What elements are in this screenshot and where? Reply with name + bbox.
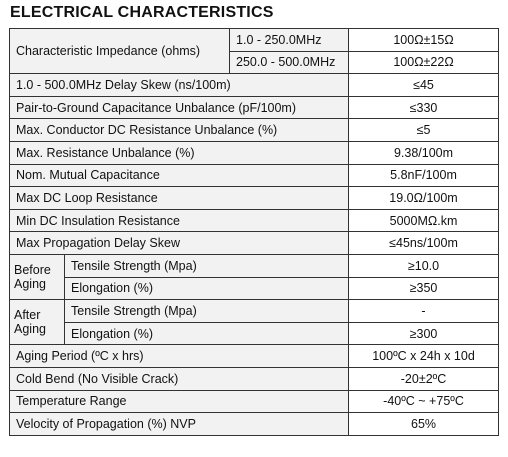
table-row: Max. Conductor DC Resistance Unbalance (…	[8, 118, 500, 142]
row-label: Max. Conductor DC Resistance Unbalance (…	[8, 118, 350, 142]
table-row: Cold Bend (No Visible Crack) -20±2ºC	[8, 366, 500, 391]
table-row: Nom. Mutual Capacitance 5.8nF/100m	[8, 163, 500, 188]
table-row: Min DC Insulation Resistance 5000MΩ.km	[8, 208, 500, 233]
row-value: 9.38/100m	[348, 140, 500, 165]
table-row-impedance-2: 250.0 - 500.0MHz 100Ω±22Ω	[10, 50, 500, 75]
after-aging-tensile-label: Tensile Strength (Mpa)	[63, 299, 350, 323]
impedance-range-1: 1.0 - 250.0MHz	[229, 28, 350, 52]
after-aging-label: After Aging	[9, 299, 65, 346]
row-label: Max DC Loop Resistance	[8, 186, 350, 210]
table-row-before-aging-tensile: Before Aging Tensile Strength (Mpa) ≥10.…	[9, 253, 500, 301]
row-label: Velocity of Propagation (%) NVP	[8, 412, 350, 436]
row-label: Temperature Range	[8, 389, 350, 414]
impedance-value-2: 100Ω±22Ω	[348, 50, 500, 75]
table-row: Velocity of Propagation (%) NVP 65%	[8, 412, 500, 436]
table-row-before-aging-elongation: Elongation (%) ≥350	[10, 276, 500, 301]
table-row: Max. Resistance Unbalance (%) 9.38/100m	[8, 140, 500, 165]
table-row: Max DC Loop Resistance 19.0Ω/100m	[8, 186, 500, 210]
row-value: 5000MΩ.km	[348, 208, 500, 233]
impedance-value-1: 100Ω±15Ω	[348, 28, 500, 52]
row-label: Max Propagation Delay Skew	[8, 231, 350, 255]
row-label: 1.0 - 500.0MHz Delay Skew (ns/100m)	[8, 73, 350, 97]
before-aging-elongation-value: ≥350	[348, 276, 500, 301]
table-row: 1.0 - 500.0MHz Delay Skew (ns/100m) ≤45	[8, 73, 500, 97]
table-row: Pair-to-Ground Capacitance Unbalance (pF…	[8, 95, 500, 120]
row-value: 100ºC x 24h x 10d	[348, 344, 500, 368]
table-row: Aging Period (ºC x hrs) 100ºC x 24h x 10…	[8, 344, 500, 368]
before-aging-elongation-label: Elongation (%)	[63, 276, 350, 301]
row-label: Pair-to-Ground Capacitance Unbalance (pF…	[8, 95, 350, 120]
row-label: Aging Period (ºC x hrs)	[8, 344, 350, 368]
impedance-range-2: 250.0 - 500.0MHz	[229, 50, 350, 75]
impedance-label: Characteristic Impedance (ohms)	[8, 27, 231, 75]
row-value: 65%	[348, 412, 500, 436]
table-row: Temperature Range -40ºC ~ +75ºC	[8, 389, 500, 414]
row-label: Min DC Insulation Resistance	[8, 208, 350, 233]
row-value: ≤330	[348, 95, 500, 120]
table-row-impedance-1: Characteristic Impedance (ohms) 1.0 - 25…	[8, 27, 500, 75]
before-aging-tensile-label: Tensile Strength (Mpa)	[63, 253, 350, 278]
after-aging-elongation-label: Elongation (%)	[63, 321, 350, 346]
row-value: ≤5	[348, 118, 500, 142]
row-value: -40ºC ~ +75ºC	[348, 389, 500, 414]
row-value: 5.8nF/100m	[348, 163, 500, 188]
row-label: Nom. Mutual Capacitance	[8, 163, 350, 188]
row-value: 19.0Ω/100m	[348, 186, 500, 210]
table-row-after-aging-tensile: After Aging Tensile Strength (Mpa) -	[9, 299, 500, 346]
electrical-characteristics-table: Characteristic Impedance (ohms) 1.0 - 25…	[8, 27, 500, 436]
row-label: Max. Resistance Unbalance (%)	[8, 140, 350, 165]
page-title: ELECTRICAL CHARACTERISTICS	[10, 4, 274, 21]
after-aging-elongation-value: ≥300	[348, 321, 500, 346]
before-aging-label: Before Aging	[9, 253, 65, 301]
row-value: ≤45	[348, 73, 500, 97]
before-aging-tensile-value: ≥10.0	[348, 253, 500, 278]
after-aging-tensile-value: -	[348, 299, 500, 323]
table-row-after-aging-elongation: Elongation (%) ≥300	[10, 321, 500, 346]
row-value: -20±2ºC	[348, 366, 500, 391]
row-label: Cold Bend (No Visible Crack)	[8, 366, 350, 391]
table-row: Max Propagation Delay Skew ≤45ns/100m	[8, 231, 500, 255]
row-value: ≤45ns/100m	[348, 231, 500, 255]
